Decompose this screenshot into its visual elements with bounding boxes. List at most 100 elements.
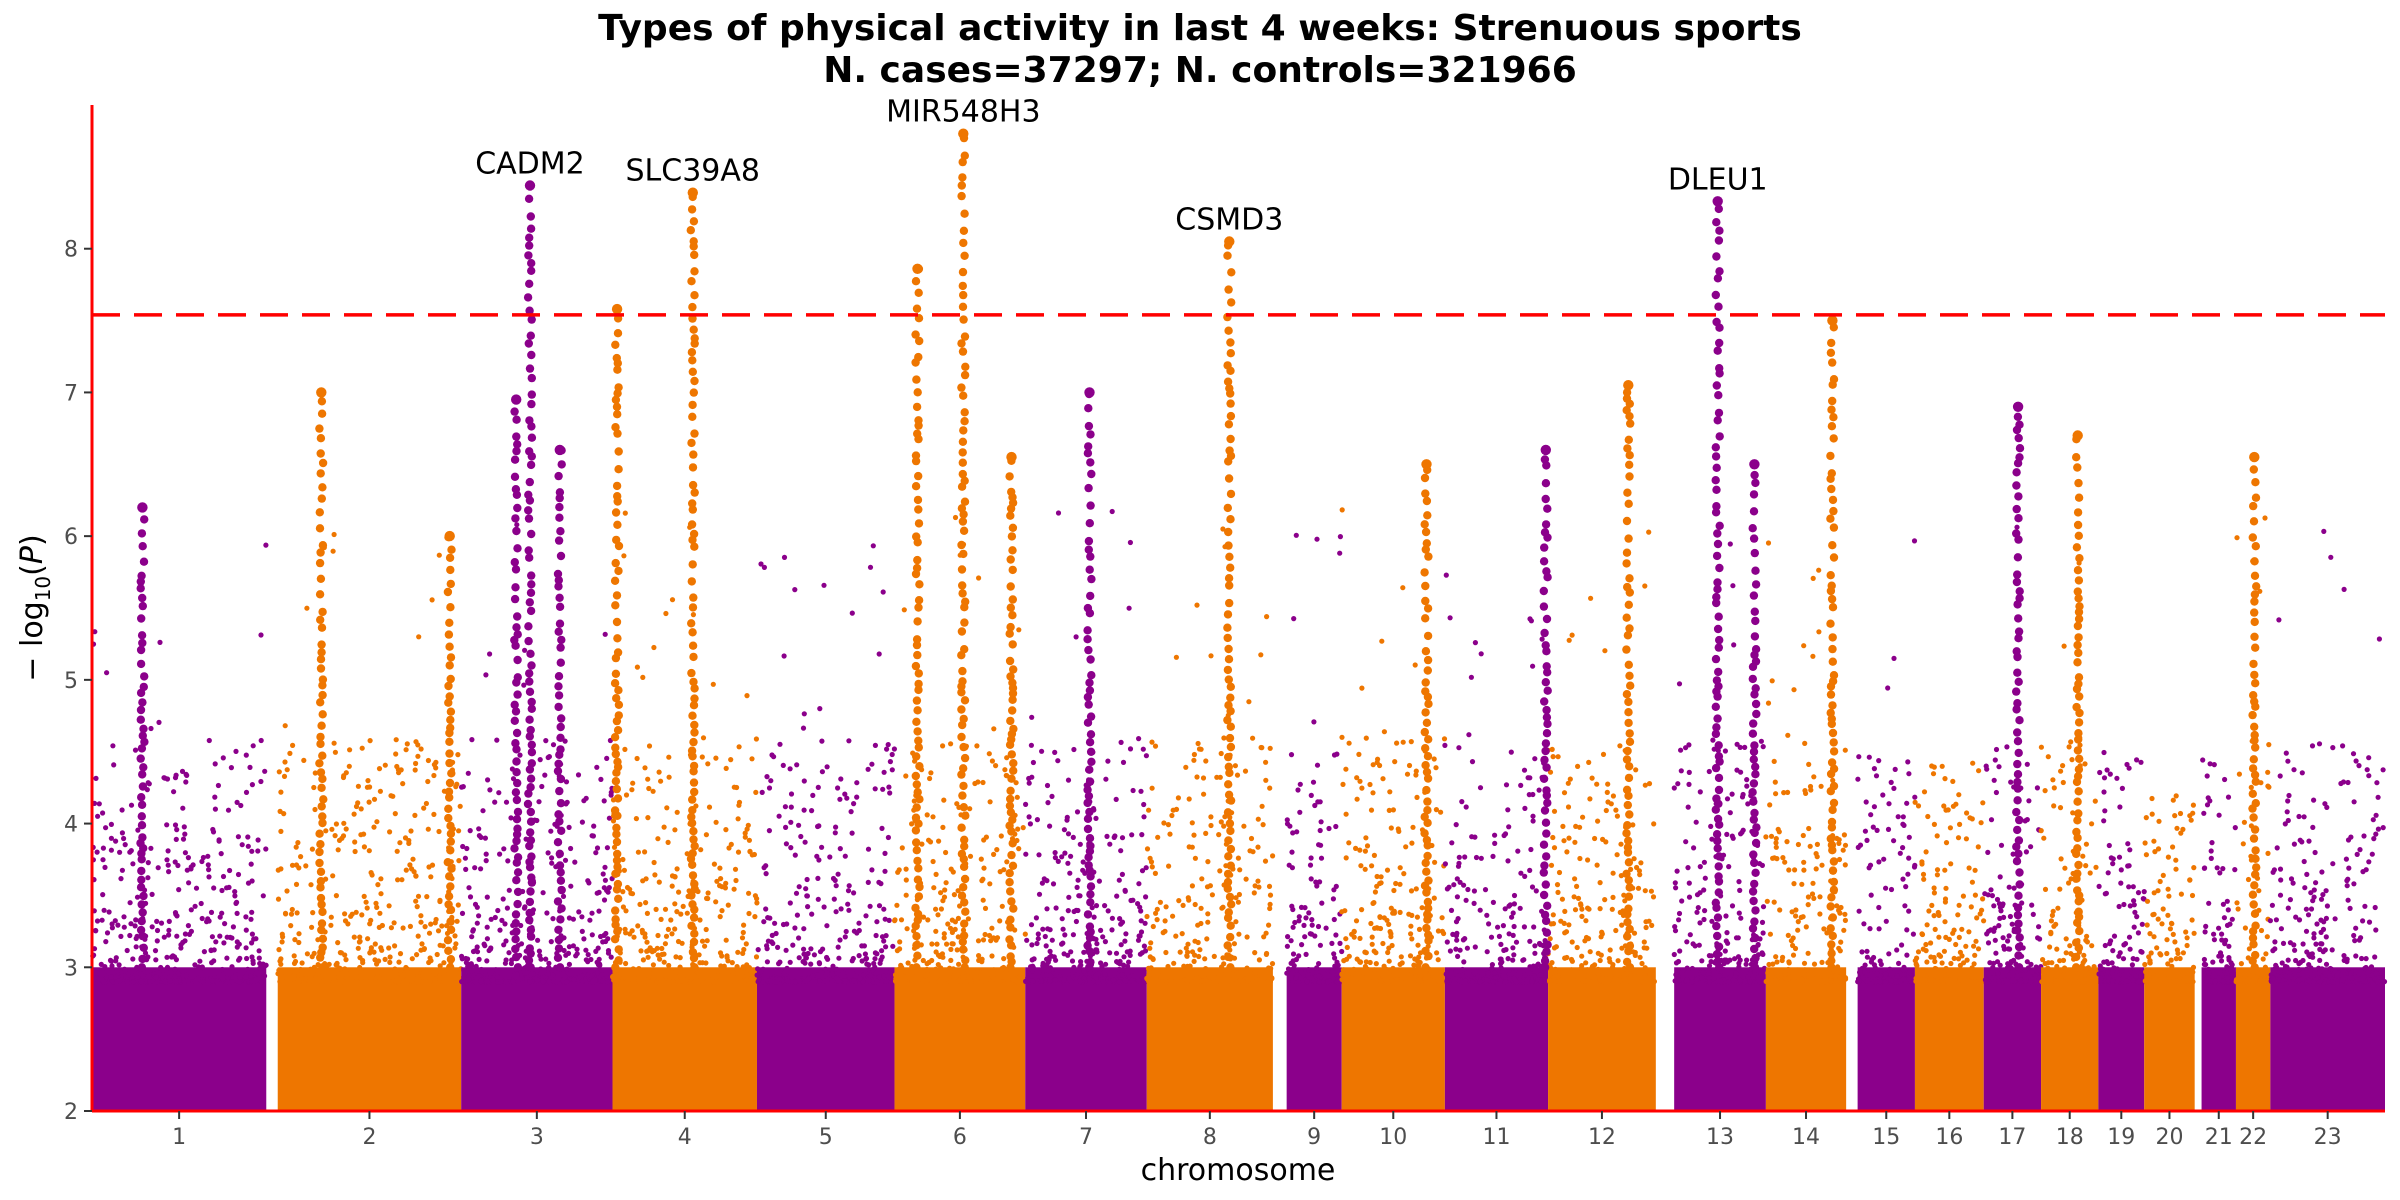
snp-point xyxy=(1600,751,1607,758)
snp-point xyxy=(548,939,554,945)
snp-point xyxy=(1384,867,1391,873)
snp-point xyxy=(924,812,930,818)
snp-point xyxy=(1894,947,1900,953)
snp-point xyxy=(1218,819,1224,825)
snp-point xyxy=(563,779,570,785)
snp-point xyxy=(1941,948,1947,954)
snp-point xyxy=(1811,774,1817,780)
snp-point xyxy=(1498,961,1504,967)
snp-point xyxy=(848,809,854,815)
snp-point xyxy=(382,762,388,768)
snp-point xyxy=(284,767,290,773)
snp-point xyxy=(1552,966,1558,972)
snp-point xyxy=(930,814,936,820)
snp-point xyxy=(1942,919,1948,925)
snp-point xyxy=(897,939,903,945)
snp-point xyxy=(298,854,304,860)
snp-point xyxy=(186,880,192,886)
snp-point xyxy=(1697,864,1703,870)
snp-point xyxy=(1833,972,1839,979)
snp-point xyxy=(415,742,421,748)
snp-point xyxy=(278,956,284,962)
snp-point xyxy=(367,738,373,744)
snp-point xyxy=(1247,848,1253,854)
snp-point xyxy=(258,778,264,785)
snp-point xyxy=(1343,766,1349,772)
snp-point xyxy=(1505,807,1511,813)
snp-point xyxy=(742,830,748,836)
snp-point xyxy=(2042,788,2048,794)
snp-point xyxy=(783,947,789,953)
snp-point xyxy=(850,955,856,962)
snp-point xyxy=(1496,933,1502,940)
snp-point xyxy=(775,944,781,951)
snp-point xyxy=(342,911,348,917)
snp-point xyxy=(452,945,458,951)
snp-point xyxy=(2023,849,2029,855)
snp-point xyxy=(1453,822,1459,828)
snp-point xyxy=(460,843,466,850)
snp-point xyxy=(1198,905,1204,911)
snp-point xyxy=(93,775,99,782)
snp-point xyxy=(610,818,617,824)
snp-point xyxy=(1883,885,1889,891)
snp-point xyxy=(459,784,465,790)
snp-point xyxy=(566,961,573,968)
snp-point xyxy=(121,914,127,920)
snp-point xyxy=(1971,961,1977,967)
snp-point xyxy=(1198,746,1204,752)
snp-point xyxy=(892,917,898,923)
snp-point xyxy=(292,937,298,943)
snp-point xyxy=(1785,932,1791,939)
snp-point xyxy=(176,887,182,893)
snp-point xyxy=(1394,740,1400,746)
snp-point xyxy=(1117,916,1123,922)
snp-point xyxy=(1255,816,1261,822)
snp-point xyxy=(328,922,334,928)
snp-point xyxy=(941,797,947,803)
snp-point xyxy=(1203,966,1209,972)
snp-point xyxy=(1506,971,1512,977)
snp-point xyxy=(1070,932,1076,938)
snp-point xyxy=(1127,952,1133,959)
snp-point xyxy=(1368,807,1375,813)
snp-point xyxy=(311,964,317,971)
snp-point xyxy=(374,904,380,911)
snp-point xyxy=(920,957,926,964)
snp-point xyxy=(644,910,651,917)
snp-point xyxy=(703,832,710,838)
snp-point xyxy=(705,761,711,767)
snp-point xyxy=(867,903,873,909)
snp-point xyxy=(206,737,212,744)
snp-point xyxy=(1109,915,1115,921)
snp-point xyxy=(1339,948,1345,955)
snp-point xyxy=(821,904,827,910)
snp-point xyxy=(724,972,731,978)
snp-point xyxy=(1689,965,1695,972)
snp-point xyxy=(1699,975,1705,981)
snp-point xyxy=(1098,927,1104,934)
snp-point xyxy=(153,974,159,980)
snp-point xyxy=(1773,840,1779,846)
snp-point xyxy=(1610,894,1616,901)
snp-point xyxy=(940,743,946,749)
snp-point xyxy=(1529,979,1535,985)
snp-point xyxy=(1919,931,1926,938)
snp-point xyxy=(1221,976,1227,982)
snp-point xyxy=(365,778,371,784)
snp-point xyxy=(1195,740,1201,747)
snp-point xyxy=(147,968,153,974)
snp-point xyxy=(642,765,648,771)
snp-point xyxy=(636,966,642,972)
snp-point xyxy=(199,915,205,922)
snp-point xyxy=(1073,918,1079,925)
snp-point xyxy=(897,946,903,952)
snp-point xyxy=(899,845,905,851)
snp-point xyxy=(1222,971,1229,977)
snp-point xyxy=(1891,785,1897,792)
snp-point xyxy=(1141,814,1147,820)
snp-point xyxy=(164,857,170,863)
snp-point xyxy=(581,936,587,942)
snp-point xyxy=(1109,927,1115,933)
snp-point xyxy=(681,978,687,984)
